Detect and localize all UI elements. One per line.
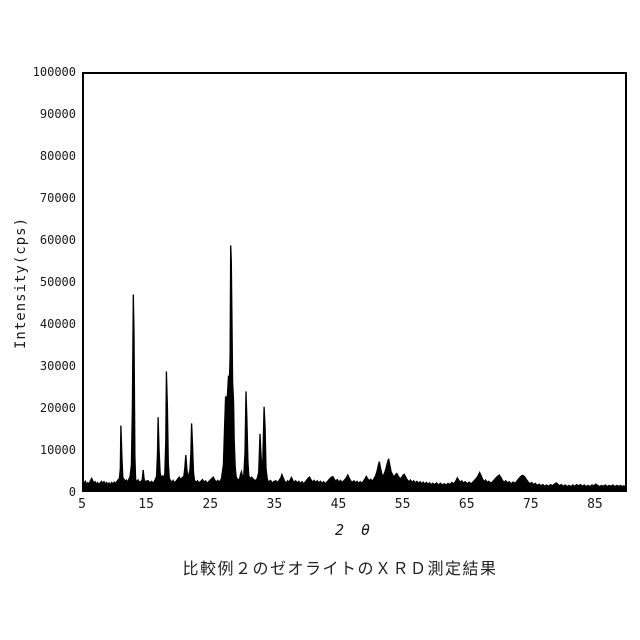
x-axis-title: 2 θ	[334, 521, 375, 539]
x-tick-label: 5	[78, 497, 86, 512]
y-tick-label: 70000	[39, 191, 76, 205]
y-tick-label: 60000	[39, 233, 76, 247]
y-tick-label: 50000	[39, 275, 76, 289]
xrd-trace-svg	[84, 245, 625, 490]
y-tick-label: 90000	[39, 107, 76, 121]
xrd-trace	[84, 245, 625, 490]
figure-caption: 比較例２のゼオライトのＸＲＤ測定結果	[182, 559, 498, 578]
x-tick-label: 65	[458, 497, 475, 512]
x-tick-label: 35	[266, 497, 283, 512]
y-tick-label: 40000	[39, 317, 76, 331]
y-tick-label: 100000	[32, 65, 76, 79]
plot-area	[82, 72, 627, 492]
x-tick-label: 55	[394, 497, 411, 512]
x-tick-label: 75	[522, 497, 539, 512]
x-tick-label: 15	[138, 497, 154, 512]
y-tick-label: 30000	[39, 359, 76, 373]
x-tick-label: 45	[330, 497, 347, 512]
x-tick-label: 25	[202, 497, 219, 512]
y-tick-label: 20000	[39, 401, 76, 415]
x-tick-label: 85	[587, 497, 603, 512]
y-tick-label: 80000	[39, 149, 76, 163]
y-tick-label: 10000	[39, 443, 76, 457]
y-tick-label: 0	[68, 485, 76, 499]
